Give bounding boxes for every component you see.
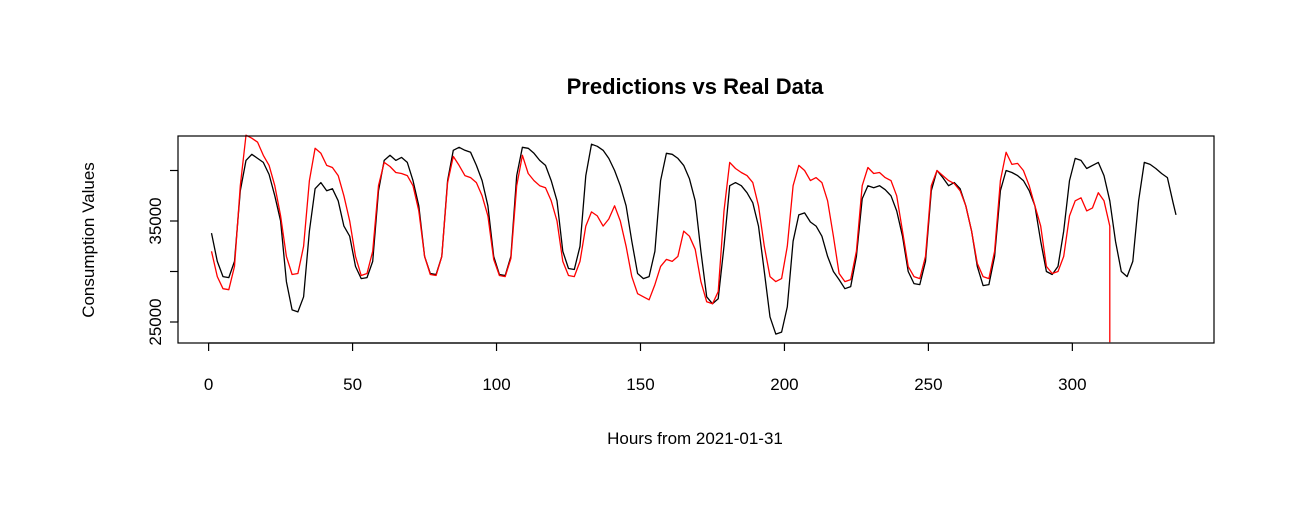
x-axis-label: Hours from 2021-01-31 <box>607 429 783 448</box>
x-tick-label: 50 <box>343 375 362 394</box>
x-tick-label: 150 <box>626 375 654 394</box>
y-tick-label: 25000 <box>146 298 165 345</box>
x-tick-label: 200 <box>770 375 798 394</box>
chart-title: Predictions vs Real Data <box>567 74 825 99</box>
plot-area <box>210 134 1177 343</box>
x-axis: 0 50 100 150 200 250 300 <box>204 342 1087 394</box>
series-line-2 <box>210 134 1111 343</box>
series-line-1 <box>210 143 1177 335</box>
x-tick-label: 100 <box>482 375 510 394</box>
y-axis: 25000 35000 <box>146 169 179 346</box>
x-tick-label: 0 <box>204 375 213 394</box>
y-tick-label: 35000 <box>146 197 165 244</box>
x-tick-label: 250 <box>914 375 942 394</box>
y-axis-label: Consumption Values <box>79 162 98 318</box>
x-tick-label: 300 <box>1058 375 1086 394</box>
